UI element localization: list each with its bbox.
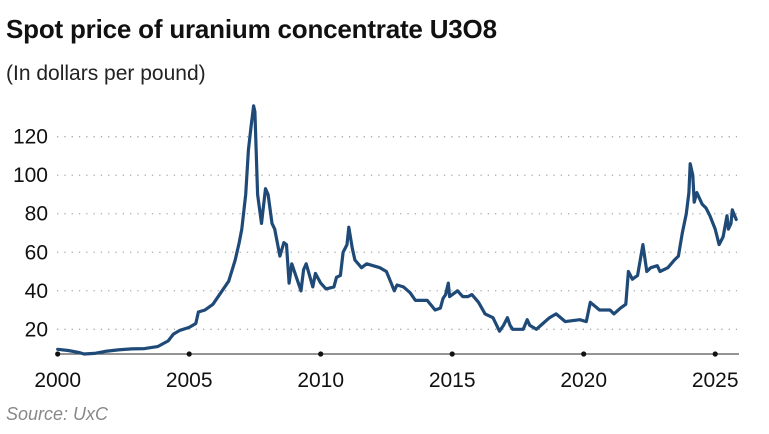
x-tick-mark	[186, 351, 192, 357]
x-tick-label: 2010	[297, 369, 344, 392]
y-tick-label: 80	[25, 203, 48, 226]
chart-subtitle: (In dollars per pound)	[6, 62, 206, 85]
price-line	[56, 104, 738, 356]
x-tick-mark	[712, 351, 718, 357]
y-tick-label: 40	[25, 280, 48, 303]
x-tick-mark	[449, 351, 455, 357]
y-tick-label: 20	[25, 318, 48, 341]
x-tick-label: 2000	[34, 369, 81, 392]
x-tick-label: 2025	[692, 369, 739, 392]
x-tick-mark	[581, 351, 587, 357]
y-tick-label: 100	[13, 164, 48, 187]
x-tick-mark	[55, 351, 61, 357]
x-tick-label: 2005	[166, 369, 213, 392]
y-tick-label: 60	[25, 241, 48, 264]
x-tick-label: 2020	[560, 369, 607, 392]
x-tick-mark	[318, 351, 324, 357]
x-tick-label: 2015	[429, 369, 476, 392]
y-tick-label: 120	[13, 126, 48, 149]
source-note: Source: UxC	[6, 404, 109, 424]
chart-title: Spot price of uranium concentrate U3O8	[6, 14, 497, 44]
